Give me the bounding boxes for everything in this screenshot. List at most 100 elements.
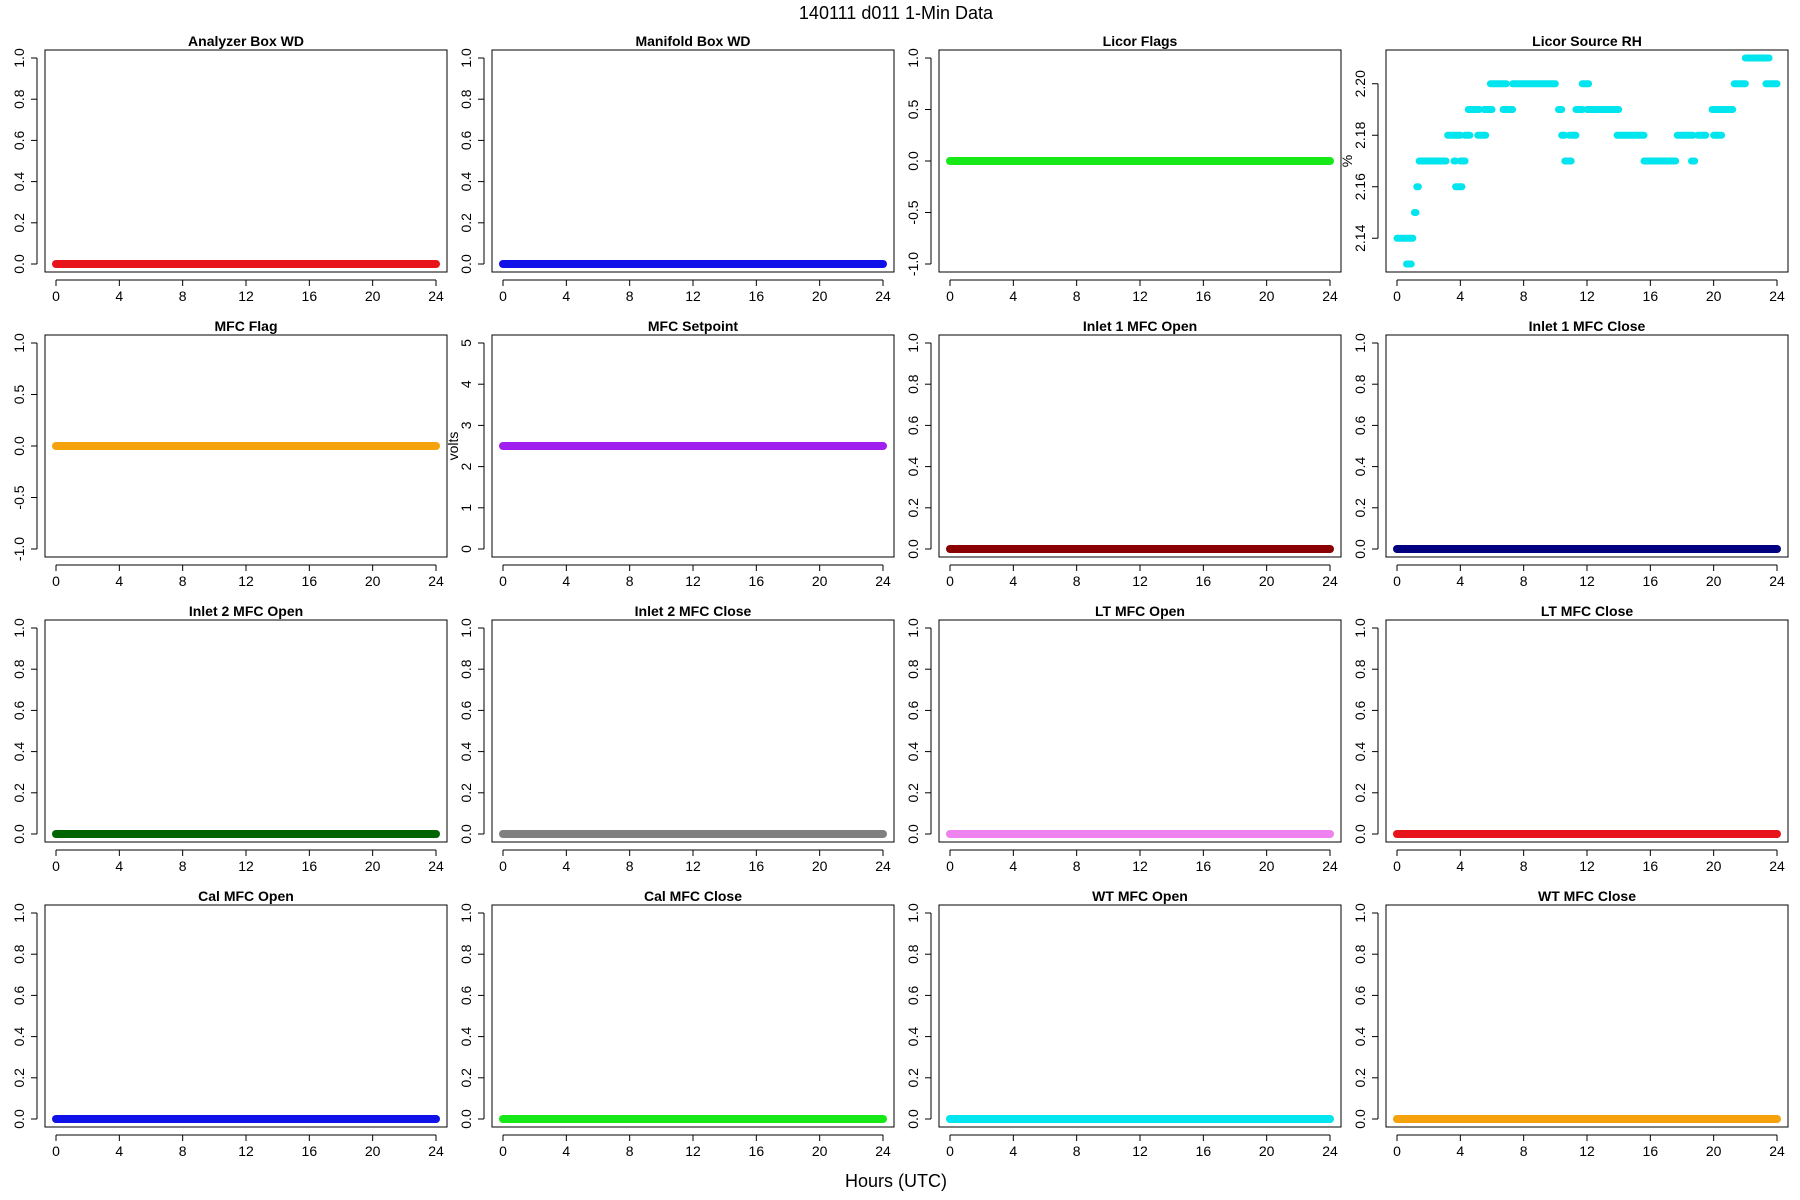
y-tick-label: 0.4 bbox=[1352, 742, 1368, 762]
x-axis: 0 4 8 12 16 20 24 bbox=[946, 849, 1338, 874]
y-tick-label: 0.8 bbox=[1352, 374, 1368, 394]
y-tick-label: 0.8 bbox=[11, 89, 27, 109]
y-tick-label: 0.4 bbox=[11, 742, 27, 762]
y-axis: -1.0 -0.5 0.0 0.5 1.0 bbox=[905, 48, 932, 276]
y-tick-label: 0.2 bbox=[1352, 783, 1368, 803]
y-tick-label: 0.6 bbox=[11, 985, 27, 1005]
y-tick-label: -0.5 bbox=[905, 200, 921, 224]
x-tick-label: 12 bbox=[685, 573, 701, 589]
x-tick-label: 16 bbox=[749, 573, 765, 589]
y-tick-label: 1.0 bbox=[905, 48, 921, 68]
panel: Inlet 1 MFC Close 0 4 8 12 16 20 24 0.0 0.2 0.4 0.6… bbox=[1352, 318, 1789, 589]
x-tick-label: 24 bbox=[1322, 858, 1338, 874]
panel-frame bbox=[44, 334, 448, 558]
y-tick-label: 0.4 bbox=[458, 742, 474, 762]
y-tick-label: 0.4 bbox=[905, 742, 921, 762]
x-tick-label: 12 bbox=[1132, 858, 1148, 874]
y-axis: 0.0 0.2 0.4 0.6 0.8 1.0 bbox=[458, 48, 485, 274]
x-tick-label: 0 bbox=[52, 858, 60, 874]
y-tick-label: 0.0 bbox=[11, 824, 27, 844]
x-tick-label: 24 bbox=[875, 1143, 891, 1159]
x-tick-label: 8 bbox=[179, 858, 187, 874]
y-tick-label: 4 bbox=[458, 380, 474, 388]
y-axis: 0.0 0.2 0.4 0.6 0.8 1.0 bbox=[11, 48, 38, 274]
y-tick-label: 1.0 bbox=[458, 903, 474, 923]
panel-frame bbox=[44, 49, 448, 273]
y-tick-label: 0.8 bbox=[458, 944, 474, 964]
y-tick-label: -0.5 bbox=[11, 485, 27, 509]
x-tick-label: 16 bbox=[749, 1143, 765, 1159]
x-tick-label: 16 bbox=[1196, 858, 1212, 874]
y-tick-label: 0.8 bbox=[905, 659, 921, 679]
y-axis: 0.0 0.2 0.4 0.6 0.8 1.0 bbox=[458, 618, 485, 844]
panel-frame bbox=[1385, 619, 1789, 843]
x-axis: 0 4 8 12 16 20 24 bbox=[499, 279, 891, 304]
x-tick-label: 24 bbox=[1322, 1143, 1338, 1159]
x-tick-label: 8 bbox=[1520, 573, 1528, 589]
panel-title: Cal MFC Open bbox=[198, 888, 294, 904]
y-tick-label: -1.0 bbox=[905, 252, 921, 276]
panel-frame bbox=[491, 619, 895, 843]
x-tick-label: 4 bbox=[115, 858, 123, 874]
x-tick-label: 24 bbox=[875, 573, 891, 589]
x-tick-label: 0 bbox=[946, 858, 954, 874]
panel-frame bbox=[1385, 334, 1789, 558]
y-tick-label: 0.2 bbox=[905, 783, 921, 803]
x-tick-label: 12 bbox=[238, 573, 254, 589]
x-tick-label: 16 bbox=[1643, 573, 1659, 589]
panel-title: Cal MFC Close bbox=[644, 888, 742, 904]
y-tick-label: 0.4 bbox=[905, 457, 921, 477]
panel-frame bbox=[1385, 904, 1789, 1128]
x-axis: 0 4 8 12 16 20 24 bbox=[1393, 279, 1785, 304]
y-tick-label: 0.8 bbox=[1352, 944, 1368, 964]
x-tick-label: 4 bbox=[115, 288, 123, 304]
x-tick-label: 8 bbox=[1073, 288, 1081, 304]
x-tick-label: 8 bbox=[626, 573, 634, 589]
y-tick-label: 0.0 bbox=[905, 539, 921, 559]
panels-grid: Analyzer Box WD0 4 8 12 16 20 240.00.20.40.60.… bbox=[11, 33, 1789, 1159]
y-tick-label: 0.4 bbox=[11, 172, 27, 192]
x-tick-label: 12 bbox=[685, 858, 701, 874]
x-tick-label: 24 bbox=[1769, 1143, 1785, 1159]
x-tick-label: 20 bbox=[1259, 1143, 1275, 1159]
y-tick-label: 0.0 bbox=[905, 151, 921, 171]
x-tick-label: 8 bbox=[1073, 858, 1081, 874]
x-tick-label: 20 bbox=[812, 858, 828, 874]
x-tick-label: 24 bbox=[875, 288, 891, 304]
y-tick-label: 0.2 bbox=[458, 783, 474, 803]
panel: Manifold Box WD0 4 8 12 16 20 240.00.20.40.60.… bbox=[458, 33, 895, 304]
x-tick-label: 20 bbox=[1259, 288, 1275, 304]
x-tick-label: 0 bbox=[1393, 1143, 1401, 1159]
x-tick-label: 16 bbox=[1643, 858, 1659, 874]
y-tick-label: 1.0 bbox=[458, 48, 474, 68]
y-tick-label: 2.20 bbox=[1352, 70, 1368, 97]
y-tick-label: 0.4 bbox=[1352, 457, 1368, 477]
y-axis: -1.0 -0.5 0.0 0.5 1.0 bbox=[11, 333, 38, 561]
y-axis: 0.0 0.2 0.4 0.6 0.8 1.0 bbox=[1352, 618, 1379, 844]
x-axis: 0 4 8 12 16 20 24 bbox=[946, 564, 1338, 589]
x-tick-label: 24 bbox=[428, 858, 444, 874]
x-tick-label: 16 bbox=[302, 573, 318, 589]
x-tick-label: 24 bbox=[1322, 573, 1338, 589]
y-tick-label: 0.2 bbox=[458, 213, 474, 233]
x-tick-label: 0 bbox=[499, 573, 507, 589]
x-tick-label: 16 bbox=[1196, 288, 1212, 304]
x-tick-label: 20 bbox=[1706, 1143, 1722, 1159]
x-tick-label: 0 bbox=[946, 1143, 954, 1159]
x-axis: 0 4 8 12 16 20 24 bbox=[52, 279, 444, 304]
y-axis: 0.0 0.2 0.4 0.6 0.8 1.0 bbox=[11, 618, 38, 844]
x-tick-label: 0 bbox=[1393, 288, 1401, 304]
x-tick-label: 12 bbox=[1132, 573, 1148, 589]
x-tick-label: 12 bbox=[1579, 858, 1595, 874]
x-tick-label: 8 bbox=[1520, 858, 1528, 874]
y-tick-label: 0.0 bbox=[1352, 1109, 1368, 1129]
y-tick-label: 1.0 bbox=[11, 903, 27, 923]
panel-frame bbox=[938, 334, 1342, 558]
x-tick-label: 0 bbox=[1393, 573, 1401, 589]
x-tick-label: 0 bbox=[946, 288, 954, 304]
y-tick-label: 0.0 bbox=[11, 254, 27, 274]
y-tick-label: 2 bbox=[458, 462, 474, 470]
x-tick-label: 4 bbox=[1009, 1143, 1017, 1159]
x-tick-label: 4 bbox=[562, 858, 570, 874]
